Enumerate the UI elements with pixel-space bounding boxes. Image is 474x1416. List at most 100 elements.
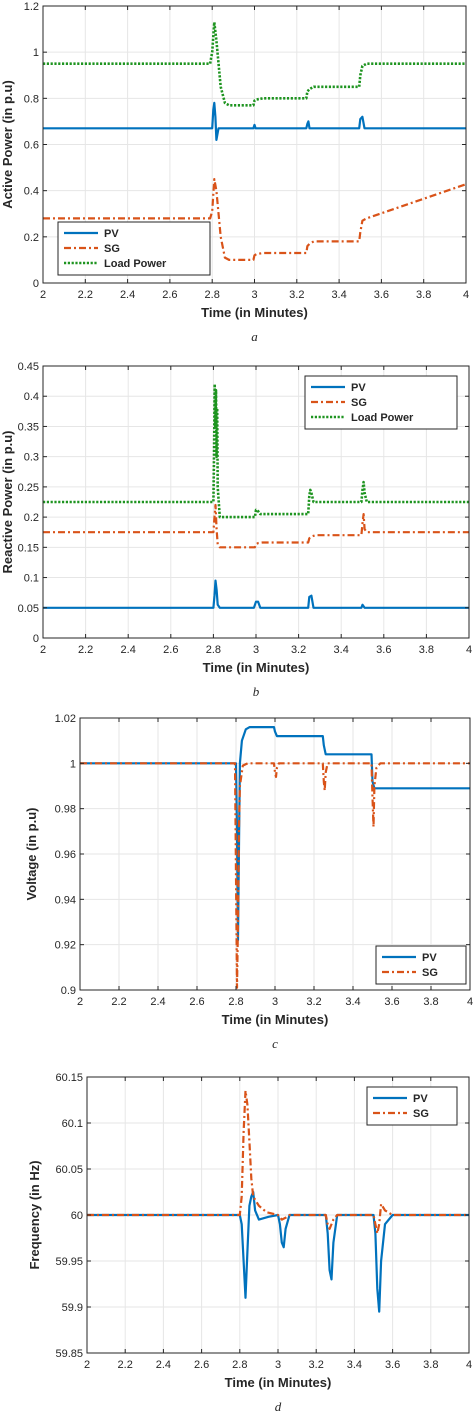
legend-label: SG [422, 967, 438, 979]
x-tick-label: 3.8 [423, 996, 438, 1008]
legend-box [366, 1086, 458, 1126]
x-tick-label: 3.6 [374, 289, 389, 301]
series-line-sg [80, 762, 470, 989]
series-line-load-power [43, 382, 469, 519]
y-tick-label: 0.15 [18, 542, 39, 554]
x-tick-label: 3.6 [376, 644, 391, 656]
panel-label: b [253, 684, 260, 699]
x-tick-label: 3 [272, 996, 278, 1008]
x-tick-label: 4 [466, 644, 472, 656]
y-tick-label: 0.1 [24, 573, 39, 585]
y-tick-label: 0.4 [24, 186, 39, 198]
x-axis-label: Time (in Minutes) [201, 305, 308, 320]
y-tick-label: 0.8 [24, 93, 39, 105]
y-tick-label: 60.15 [55, 1072, 83, 1084]
y-tick-label: 0.98 [55, 804, 76, 816]
y-tick-label: 0.96 [55, 849, 76, 861]
panel-label: a [251, 329, 258, 344]
y-axis-label: Voltage (in p.u) [24, 808, 39, 901]
legend-label: Load Power [351, 412, 414, 424]
x-tick-label: 2.4 [156, 1359, 171, 1371]
x-tick-label: 3 [275, 1359, 281, 1371]
x-tick-label: 2.4 [121, 644, 136, 656]
legend: PV SG [366, 1086, 458, 1126]
x-tick-label: 3.2 [306, 996, 321, 1008]
x-tick-label: 2.6 [162, 289, 177, 301]
y-axis-label: Reactive Power (in p.u) [0, 430, 15, 573]
chart-panel-c: 2 2.2 2.4 2.6 2.8 3 3.2 3.4 3.6 3.8 4 0.9 0.92 0.94 0.… [24, 713, 473, 1051]
panel-label: d [275, 1399, 282, 1414]
x-tick-label: 3.8 [419, 644, 434, 656]
legend-label: PV [413, 1093, 428, 1105]
y-tick-label: 0 [33, 278, 39, 290]
legend-label: SG [351, 397, 367, 409]
x-tick-label: 2.2 [78, 644, 93, 656]
y-tick-label: 0.35 [18, 421, 39, 433]
series-line-pv [87, 1190, 469, 1313]
x-tick-label: 3.4 [331, 289, 346, 301]
x-axis-label: Time (in Minutes) [225, 1375, 332, 1390]
y-tick-label: 0 [33, 633, 39, 645]
x-axis-label: Time (in Minutes) [203, 660, 310, 675]
x-tick-label: 2 [40, 289, 46, 301]
y-axis-label: Frequency (in Hz) [27, 1160, 42, 1269]
x-tick-label: 2 [40, 644, 46, 656]
x-tick-label: 2.6 [163, 644, 178, 656]
x-tick-label: 3.4 [347, 1359, 362, 1371]
x-tick-label: 2.6 [189, 996, 204, 1008]
legend-label: SG [104, 243, 120, 255]
y-tick-label: 0.4 [24, 391, 39, 403]
x-tick-label: 3.2 [289, 289, 304, 301]
chart-panel-b: 2 2.2 2.4 2.6 2.8 3 3.2 3.4 3.6 3.8 4 0 0.05 0.1 0.15 0… [0, 361, 472, 699]
chart-panel-d: 2 2.2 2.4 2.6 2.8 3 3.2 3.4 3.6 3.8 4 59.85 59.9 59.9… [27, 1072, 472, 1414]
y-tick-label: 0.45 [18, 361, 39, 373]
chart-panel-a: 2 2.2 2.4 2.6 2.8 3 3.2 3.4 3.6 3.8 4 0 0.2 0.4 0.6 0.8… [0, 1, 469, 344]
y-tick-label: 1 [33, 47, 39, 59]
x-axis-label: Time (in Minutes) [222, 1012, 329, 1027]
y-tick-label: 60.1 [62, 1118, 83, 1130]
panel-label: c [272, 1036, 278, 1051]
y-axis-label: Active Power (in p.u) [0, 80, 15, 209]
x-tick-label: 3 [253, 644, 259, 656]
x-tick-label: 3.8 [416, 289, 431, 301]
x-tick-label: 2.2 [111, 996, 126, 1008]
series-line-load-power [43, 20, 466, 107]
x-tick-label: 3.4 [334, 644, 349, 656]
x-tick-label: 2.8 [205, 289, 220, 301]
x-tick-label: 2 [84, 1359, 90, 1371]
y-tick-label: 0.6 [24, 140, 39, 152]
x-tick-label: 2.2 [118, 1359, 133, 1371]
y-tick-label: 0.3 [24, 452, 39, 464]
y-tick-label: 60 [71, 1210, 83, 1222]
x-tick-label: 3.8 [423, 1359, 438, 1371]
legend-box [375, 945, 467, 985]
legend-label: Load Power [104, 258, 167, 270]
x-tick-label: 3.2 [309, 1359, 324, 1371]
y-tick-label: 1 [70, 758, 76, 770]
x-tick-label: 2.4 [150, 996, 165, 1008]
x-tick-label: 3.6 [384, 996, 399, 1008]
x-tick-label: 3.2 [291, 644, 306, 656]
legend-label: PV [422, 952, 437, 964]
x-tick-label: 4 [463, 289, 469, 301]
x-tick-label: 2.2 [78, 289, 93, 301]
y-tick-label: 60.05 [55, 1164, 83, 1176]
x-tick-label: 3 [251, 289, 257, 301]
x-tick-label: 2.8 [232, 1359, 247, 1371]
legend: PV SG Load Power [57, 221, 211, 276]
x-tick-label: 2.4 [120, 289, 135, 301]
y-tick-label: 0.2 [24, 512, 39, 524]
x-tick-label: 3.4 [345, 996, 360, 1008]
x-tick-label: 2 [77, 996, 83, 1008]
x-tick-label: 4 [466, 1359, 472, 1371]
y-tick-label: 0.9 [61, 985, 76, 997]
y-tick-label: 1.2 [24, 1, 39, 13]
legend: PV SG Load Power [304, 375, 458, 430]
x-tick-label: 2.8 [228, 996, 243, 1008]
x-tick-label: 2.6 [194, 1359, 209, 1371]
legend-label: SG [413, 1108, 429, 1120]
series-line-pv [43, 579, 469, 609]
y-tick-label: 0.25 [18, 482, 39, 494]
legend-label: PV [104, 228, 119, 240]
